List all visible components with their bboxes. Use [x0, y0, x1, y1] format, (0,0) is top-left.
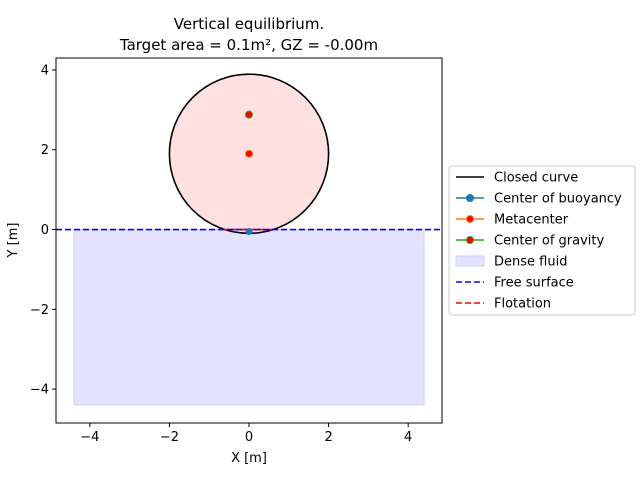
center-of-gravity-point: [245, 110, 253, 119]
y-tick-label: 0: [41, 223, 49, 238]
y-axis-ticks: −4 −2 0 2 4: [30, 63, 56, 398]
legend-label-closed-curve: Closed curve: [494, 171, 578, 186]
x-tick-label: −4: [80, 430, 99, 445]
x-tick-label: −2: [160, 430, 179, 445]
dense-fluid-region: [73, 229, 425, 406]
legend-handle-marker-metacenter: [466, 215, 474, 223]
y-tick-label: −2: [30, 303, 49, 318]
x-tick-label: 2: [324, 430, 332, 445]
legend-handle-dense-fluid: [455, 255, 485, 267]
y-tick-label: 4: [41, 63, 49, 78]
plot-area: [56, 73, 442, 406]
metacenter-point: [245, 149, 253, 158]
legend-box: [448, 165, 636, 316]
legend-label-center-of-gravity: Center of gravity: [494, 234, 605, 249]
legend-label-free-surface: Free surface: [494, 276, 574, 291]
legend-handle-marker-center-of-buoyancy: [466, 194, 474, 202]
center-of-buoyancy-point: [245, 228, 253, 236]
chart-title-line-1: Vertical equilibrium.: [174, 15, 324, 33]
legend-handle-marker-center-of-gravity: [466, 236, 474, 244]
legend: Closed curve Center of buoyancy Metacenter…: [448, 165, 636, 316]
legend-label-dense-fluid: Dense fluid: [494, 255, 567, 270]
x-axis-ticks: −4 −2 0 2 4: [80, 423, 412, 445]
y-axis-label: Y [m]: [6, 223, 21, 259]
x-tick-label: 0: [245, 430, 253, 445]
y-tick-label: 2: [41, 143, 49, 158]
x-axis-label: X [m]: [231, 451, 267, 466]
legend-label-metacenter: Metacenter: [494, 213, 569, 228]
x-tick-label: 4: [404, 430, 412, 445]
legend-label-flotation: Flotation: [494, 297, 551, 312]
chart-title-line-2: Target area = 0.1m², GZ = -0.00m: [119, 36, 378, 54]
legend-label-center-of-buoyancy: Center of buoyancy: [494, 192, 622, 207]
y-tick-label: −4: [30, 383, 49, 398]
